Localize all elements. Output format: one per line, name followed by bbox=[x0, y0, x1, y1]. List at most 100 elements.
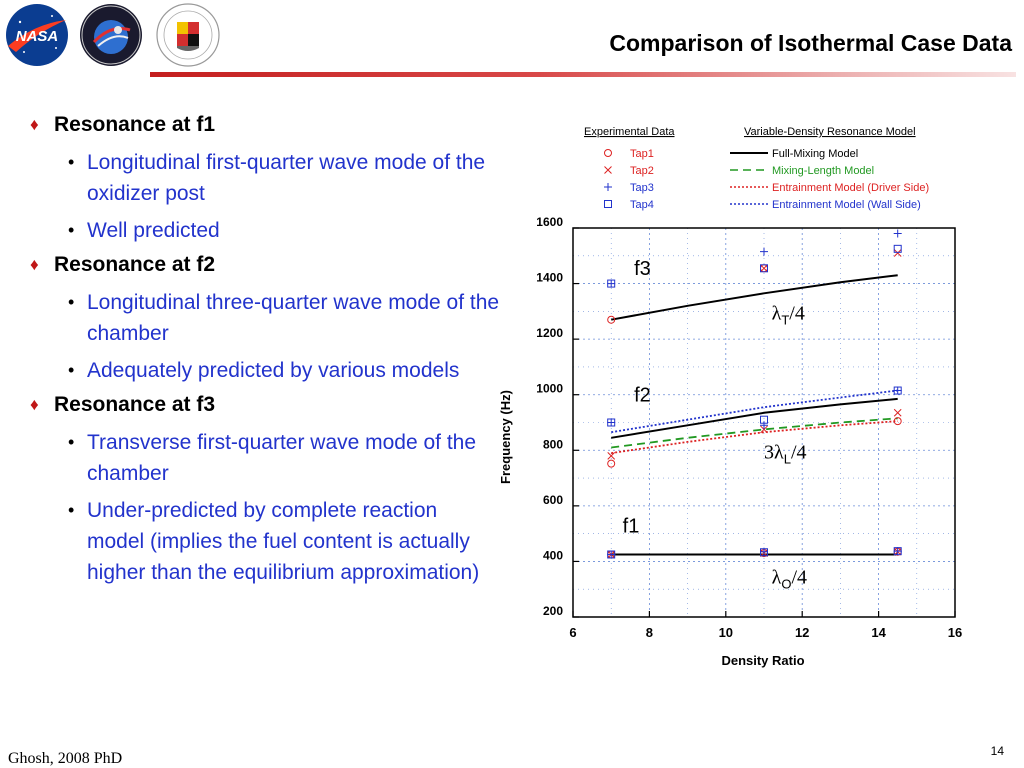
model-curve bbox=[611, 417, 898, 449]
data-point bbox=[607, 418, 616, 427]
sub-bullet-text: Adequately predicted by various models bbox=[87, 359, 460, 382]
slide-title: Comparison of Isothermal Case Data bbox=[609, 30, 1012, 56]
page-number: 14 bbox=[990, 744, 1004, 758]
data-point bbox=[893, 244, 902, 253]
legend-label: Tap4 bbox=[630, 199, 654, 211]
data-point bbox=[760, 425, 768, 434]
y-axis-label: Frequency (Hz) bbox=[498, 390, 513, 484]
diamond-bullet-icon: ♦ bbox=[30, 115, 39, 134]
sub-bullet-text: Under-predicted by complete reaction mod… bbox=[87, 499, 480, 584]
data-point bbox=[893, 547, 902, 556]
plot-frame bbox=[572, 227, 956, 618]
dot-bullet-icon: • bbox=[68, 292, 75, 312]
legend-header-experimental: Experimental Data bbox=[584, 126, 675, 138]
sub-bullet: • Transverse first-quarter wave mode of t… bbox=[30, 427, 500, 489]
y-tick-label: 1600 bbox=[536, 215, 563, 229]
y-tick-label: 1400 bbox=[536, 271, 563, 285]
data-point bbox=[760, 264, 768, 273]
exploration-logo bbox=[80, 4, 142, 66]
umd-seal-logo bbox=[156, 3, 220, 67]
dot-bullet-icon: • bbox=[68, 152, 75, 172]
model-curve bbox=[611, 389, 898, 434]
data-point bbox=[893, 386, 902, 395]
y-tick-label: 200 bbox=[543, 604, 563, 618]
data-point bbox=[760, 415, 768, 424]
data-point bbox=[760, 264, 768, 273]
wavelength-annotation: λO/4 bbox=[772, 567, 807, 592]
chart-legend: Experimental Data Variable-Density Reson… bbox=[584, 126, 929, 211]
y-tick-label: 800 bbox=[543, 437, 563, 451]
legend-label: Entrainment Model (Driver Side) bbox=[772, 182, 929, 194]
legend-label: Full-Mixing Model bbox=[772, 148, 858, 160]
dot-bullet-icon: • bbox=[68, 220, 75, 240]
bullet-heading-text: Resonance at f1 bbox=[54, 113, 216, 136]
data-point bbox=[607, 279, 616, 288]
dot-bullet-icon: • bbox=[68, 360, 75, 380]
x-tick-label: 10 bbox=[719, 625, 733, 640]
frequency-chart: Experimental Data Variable-Density Reson… bbox=[498, 126, 962, 668]
legend-marker bbox=[604, 183, 612, 191]
sub-bullet: • Longitudinal first-quarter wave mode of… bbox=[30, 147, 500, 209]
data-point bbox=[893, 386, 902, 395]
dot-bullet-icon: • bbox=[68, 500, 75, 520]
x-tick-label: 14 bbox=[871, 625, 886, 640]
data-point bbox=[893, 408, 902, 417]
sub-bullet: • Adequately predicted by various models bbox=[30, 355, 500, 386]
bullet-heading: ♦ Resonance at f1 bbox=[30, 112, 500, 138]
data-point bbox=[893, 417, 902, 426]
bullet-heading: ♦ Resonance at f2 bbox=[30, 252, 500, 278]
data-point bbox=[760, 548, 768, 557]
sub-bullet: • Under-predicted by complete reaction mo… bbox=[30, 495, 500, 588]
mode-label: f3 bbox=[634, 258, 651, 280]
x-axis-label: Density Ratio bbox=[721, 653, 804, 668]
legend-header-model: Variable-Density Resonance Model bbox=[744, 126, 916, 138]
data-point bbox=[607, 451, 616, 460]
dot-bullet-icon: • bbox=[68, 432, 75, 452]
diamond-bullet-icon: ♦ bbox=[30, 395, 39, 414]
mode-label: f1 bbox=[623, 515, 640, 537]
bullet-heading: ♦ Resonance at f3 bbox=[30, 392, 500, 418]
sub-bullet-text: Well predicted bbox=[87, 219, 220, 242]
data-point bbox=[760, 421, 768, 430]
data-point bbox=[760, 247, 768, 256]
legend-label: Entrainment Model (Wall Side) bbox=[772, 199, 921, 211]
bullet-list: ♦ Resonance at f1 • Longitudinal first-qua… bbox=[30, 112, 500, 594]
model-curve bbox=[611, 420, 898, 454]
sub-bullet-text: Longitudinal first-quarter wave mode of … bbox=[87, 151, 486, 205]
legend-label: Tap1 bbox=[630, 148, 654, 160]
diamond-bullet-icon: ♦ bbox=[30, 255, 39, 274]
nasa-logo: NASA bbox=[6, 4, 68, 66]
data-point bbox=[893, 249, 902, 257]
bullet-heading-text: Resonance at f2 bbox=[54, 253, 216, 276]
data-point bbox=[893, 547, 902, 556]
x-tick-label: 6 bbox=[569, 625, 576, 640]
legend-label: Tap2 bbox=[630, 165, 654, 177]
mode-label: f2 bbox=[634, 385, 651, 407]
y-tick-label: 400 bbox=[543, 548, 563, 562]
data-point bbox=[607, 279, 616, 288]
data-point bbox=[607, 550, 616, 559]
model-curve bbox=[611, 397, 898, 439]
legend-label: Tap3 bbox=[630, 182, 654, 194]
legend-marker bbox=[604, 200, 612, 208]
data-point bbox=[607, 315, 616, 324]
wavelength-annotation: λT/4 bbox=[772, 303, 805, 328]
x-tick-label: 8 bbox=[646, 625, 653, 640]
sub-bullet-text: Longitudinal three-quarter wave mode of … bbox=[87, 291, 500, 345]
footer-author: Ghosh, 2008 PhD bbox=[8, 750, 123, 767]
data-point bbox=[607, 418, 616, 427]
y-tick-label: 1000 bbox=[536, 382, 563, 396]
x-tick-label: 12 bbox=[795, 625, 809, 640]
sub-bullet: • Well predicted bbox=[30, 215, 500, 246]
legend-marker bbox=[604, 166, 612, 174]
data-point bbox=[607, 459, 616, 468]
wavelength-annotation: 3λL/4 bbox=[764, 442, 807, 467]
sub-bullet: • Longitudinal three-quarter wave mode of… bbox=[30, 287, 500, 349]
data-point bbox=[893, 229, 902, 238]
y-tick-label: 1200 bbox=[536, 326, 563, 340]
data-point bbox=[607, 550, 616, 559]
legend-marker bbox=[604, 149, 612, 157]
bullet-heading-text: Resonance at f3 bbox=[54, 393, 216, 416]
legend-label: Mixing-Length Model bbox=[772, 165, 874, 177]
model-curve bbox=[611, 274, 898, 321]
